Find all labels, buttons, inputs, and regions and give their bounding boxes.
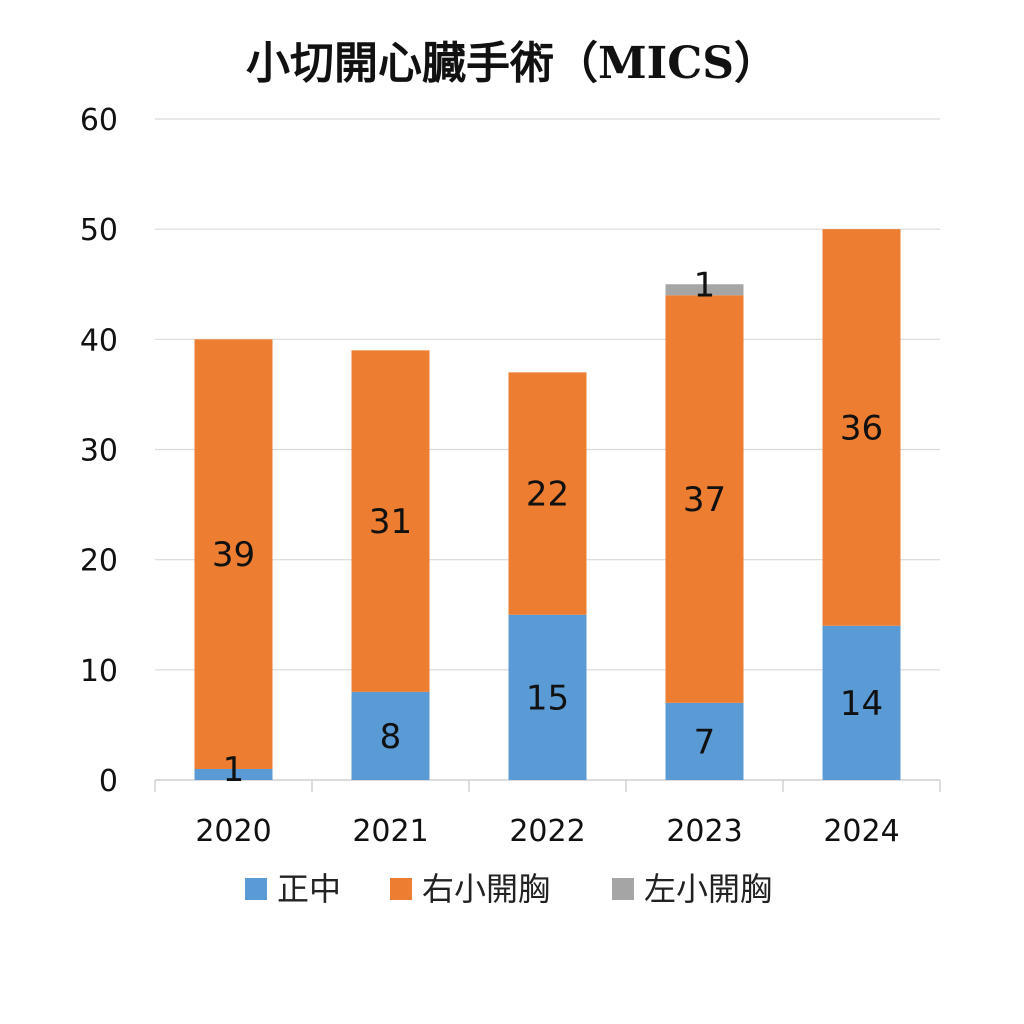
y-tick-label: 40 — [80, 323, 118, 358]
bar-segment — [194, 768, 273, 780]
data-label: 14 — [840, 684, 883, 724]
legend-label: 正中 — [277, 870, 341, 908]
legend-swatch — [245, 878, 267, 900]
bar-segment — [351, 350, 430, 692]
data-label: 31 — [369, 502, 412, 542]
data-label: 37 — [683, 480, 726, 520]
bar-segment — [351, 691, 430, 780]
data-label: 1 — [223, 750, 245, 790]
bar-segment — [508, 372, 587, 615]
chart-title: 小切開心臓手術（MICS） — [246, 38, 778, 89]
x-tick-label: 2024 — [823, 814, 899, 849]
bar-segment — [194, 339, 273, 769]
legend-swatch — [390, 878, 412, 900]
x-tick-label: 2021 — [352, 814, 428, 849]
gridlines — [154, 118, 941, 792]
legend: 正中 右小開胸 左小開胸 — [245, 870, 772, 908]
bar-segment — [508, 614, 587, 780]
bar-segment — [822, 229, 901, 626]
data-label: 1 — [694, 265, 716, 305]
data-label: 36 — [840, 408, 883, 448]
legend-label: 左小開胸 — [644, 870, 772, 908]
bars — [194, 229, 901, 780]
y-tick-label: 30 — [80, 434, 118, 469]
x-axis: 2020 2021 2022 2023 2024 — [195, 814, 899, 849]
x-tick-label: 2020 — [195, 814, 271, 849]
data-label: 39 — [212, 535, 255, 575]
x-tick-label: 2022 — [509, 814, 585, 849]
bar-segment — [665, 702, 744, 780]
data-label: 7 — [694, 722, 716, 762]
y-tick-label: 20 — [80, 544, 118, 579]
y-tick-label: 0 — [99, 764, 118, 799]
x-tick-label: 2023 — [666, 814, 742, 849]
y-tick-label: 10 — [80, 654, 118, 689]
data-label: 15 — [526, 678, 569, 718]
y-tick-label: 60 — [80, 103, 118, 138]
data-labels: 1 39 8 31 15 22 7 37 1 14 36 — [212, 265, 883, 790]
data-label: 22 — [526, 475, 569, 515]
data-label: 8 — [380, 717, 402, 757]
bar-segment — [822, 625, 901, 780]
bar-segment — [665, 284, 744, 296]
y-axis: 0 10 20 30 40 50 60 — [80, 103, 118, 799]
legend-swatch — [612, 878, 634, 900]
y-tick-label: 50 — [80, 213, 118, 248]
legend-label: 右小開胸 — [422, 870, 550, 908]
bar-segment — [665, 295, 744, 703]
